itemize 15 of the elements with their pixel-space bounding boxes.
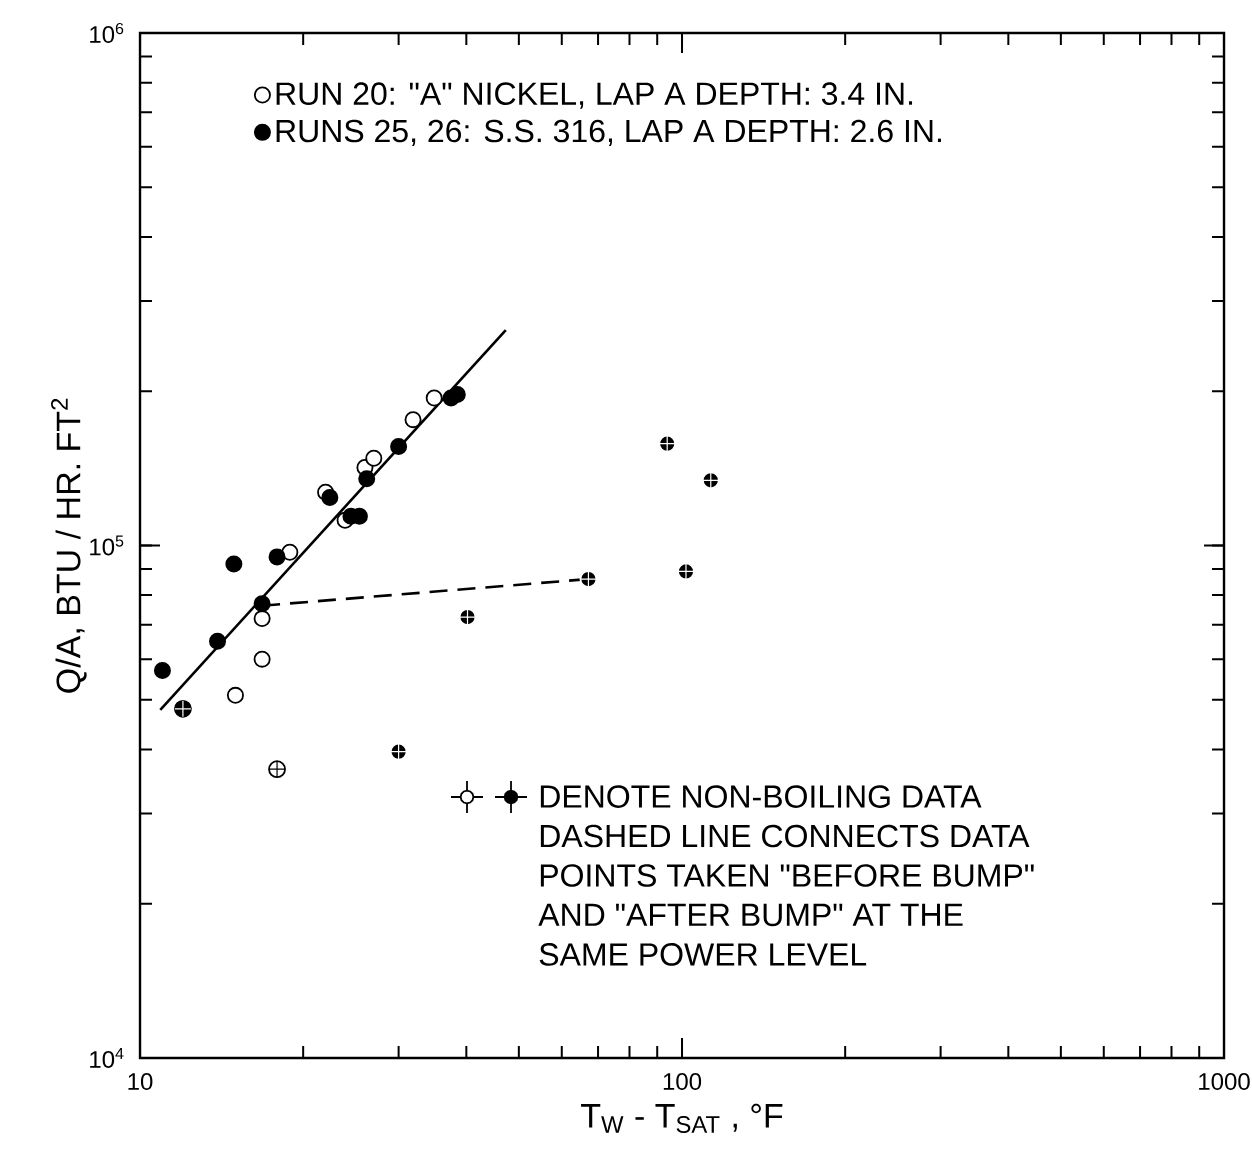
y-tick-label: 10$^{6}$	[90, 22, 124, 43]
annotation: SAME POWER LEVEL	[539, 943, 867, 966]
x-tick-label: 100	[663, 1073, 702, 1090]
annotation: POINTS TAKEN "BEFORE BUMP"	[540, 864, 1034, 887]
x-tick-label: 10	[128, 1073, 153, 1090]
x-tick-label: 1000	[1199, 1073, 1250, 1090]
y-tick-label: 10$^{4}$	[90, 1047, 124, 1068]
annotation: AND "AFTER BUMP" AT THE	[538, 903, 963, 927]
annotation: DASHED LINE CONNECTS DATA	[540, 824, 1030, 848]
y-axis-title: Q/A, BTU / HR. FT$^{2}$	[51, 398, 87, 693]
annotation: DENOTE NON-BOILING DATA	[540, 785, 982, 808]
x-axis-title: T$_{W}$ - T$_{SAT}$ , °F	[581, 1103, 783, 1133]
legend-label: RUN 20: "A" NICKEL, LAP A DEPTH: 3.4 IN.	[276, 82, 913, 109]
y-tick-label: 10$^{5}$	[90, 535, 124, 556]
legend-label: RUNS 25, 26: S.S. 316, LAP A DEPTH: 2.6 IN.	[276, 119, 941, 147]
